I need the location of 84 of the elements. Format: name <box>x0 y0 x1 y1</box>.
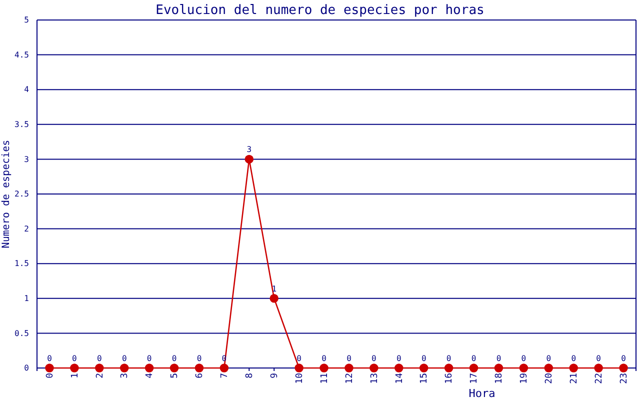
point <box>270 294 278 303</box>
point <box>194 364 204 372</box>
y-tick-label: 5 <box>24 16 30 25</box>
data-label: 0 <box>47 354 52 363</box>
data-label: 0 <box>621 354 626 363</box>
point <box>220 364 229 372</box>
data-label: 0 <box>596 354 602 363</box>
x-tick-label: 2 <box>95 373 106 378</box>
y-tick-label: 1 <box>24 294 30 303</box>
point <box>320 364 328 372</box>
data-label: 0 <box>96 354 102 363</box>
point <box>144 364 154 372</box>
point <box>394 364 404 372</box>
y-tick-label: 2 <box>24 224 30 234</box>
data-label: 0 <box>521 354 526 363</box>
data-label: 0 <box>72 354 78 363</box>
point <box>344 364 354 372</box>
point <box>45 364 54 372</box>
x-tick-label: 5 <box>170 373 180 378</box>
data-label: 0 <box>196 354 202 363</box>
point <box>244 154 254 164</box>
x-tick-label: 9 <box>270 373 280 378</box>
data-label: 0 <box>546 354 552 363</box>
point <box>419 364 428 372</box>
x-tick-label: 10 <box>294 373 305 384</box>
data-label: 0 <box>396 354 402 363</box>
point <box>70 364 79 372</box>
point <box>469 364 478 372</box>
data-label: 0 <box>296 354 302 363</box>
y-tick-label: 1.5 <box>14 259 30 268</box>
data-label: 1 <box>272 284 277 294</box>
x-tick-label: 14 <box>394 373 405 384</box>
x-tick-label: 19 <box>520 373 530 384</box>
data-label: 0 <box>346 354 352 363</box>
x-tick-label: 1 <box>70 373 80 378</box>
data-label: 0 <box>372 354 377 363</box>
x-tick-label: 8 <box>245 373 256 378</box>
x-tick-label: 18 <box>494 373 505 384</box>
x-tick-label: 7 <box>220 373 230 378</box>
data-label: 0 <box>146 354 152 363</box>
data-label: 0 <box>122 354 127 363</box>
point <box>294 364 304 372</box>
y-axis-title: Numero de especies <box>1 140 12 248</box>
x-axis-title: Hora <box>468 387 496 400</box>
point <box>170 364 179 372</box>
point <box>594 364 603 372</box>
x-tick-label: 20 <box>544 373 555 384</box>
x-tick-label: 15 <box>420 373 430 384</box>
y-tick-label: 3 <box>24 154 30 164</box>
x-tick-label: 6 <box>195 373 206 378</box>
data-label: 0 <box>496 354 502 363</box>
x-tick-label: 11 <box>320 373 330 384</box>
point <box>619 364 628 372</box>
point <box>494 364 504 372</box>
x-tick-label: 21 <box>569 373 580 384</box>
x-tick-label: 22 <box>594 373 604 384</box>
point <box>519 364 528 372</box>
point <box>120 364 129 372</box>
y-tick-label: 2.5 <box>14 190 30 199</box>
point <box>544 364 554 372</box>
data-label: 0 <box>571 354 576 363</box>
y-tick-label: 3.5 <box>14 120 30 129</box>
data-label: 3 <box>246 145 252 154</box>
data-label: 0 <box>471 354 476 363</box>
x-tick-label: 23 <box>619 373 630 384</box>
point <box>95 364 104 372</box>
chart-title: Evolucion del numero de especies por horas <box>156 3 484 18</box>
x-tick-label: 0 <box>45 373 56 378</box>
point <box>444 364 454 372</box>
x-tick-label: 16 <box>444 373 455 384</box>
x-tick-label: 3 <box>120 373 130 378</box>
point <box>370 364 378 372</box>
x-tick-label: 12 <box>344 373 355 384</box>
y-tick-label: 4.5 <box>14 50 30 60</box>
data-label: 0 <box>446 354 452 363</box>
data-label: 0 <box>421 354 426 363</box>
point <box>569 364 578 372</box>
y-tick-label: 4 <box>24 85 30 94</box>
data-label: 0 <box>322 354 327 363</box>
x-tick-label: 17 <box>470 373 480 384</box>
x-tick-label: 4 <box>145 373 156 378</box>
x-tick-label: 13 <box>370 373 380 384</box>
y-tick-label: 0.5 <box>14 328 30 338</box>
data-label: 0 <box>172 354 177 363</box>
